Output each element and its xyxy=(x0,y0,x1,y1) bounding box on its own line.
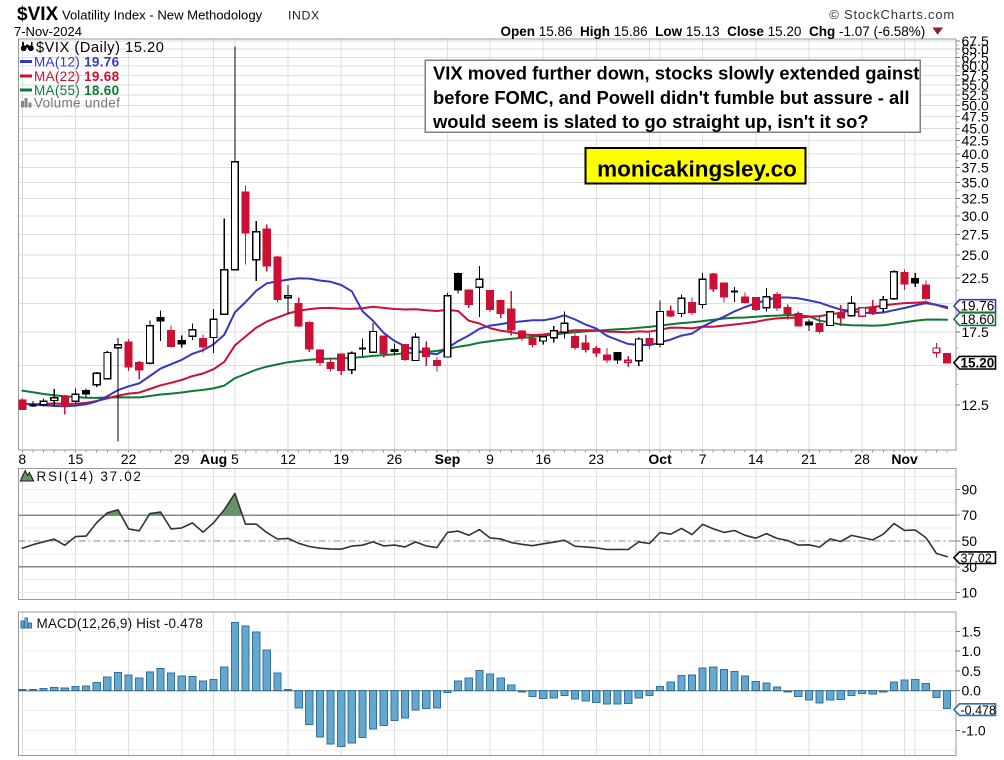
svg-text:45.0: 45.0 xyxy=(962,120,989,136)
svg-text:before FOMC, and Powell didn't: before FOMC, and Powell didn't fumble bu… xyxy=(433,87,909,108)
svg-text:32.5: 32.5 xyxy=(962,191,989,207)
svg-text:60.0: 60.0 xyxy=(962,58,989,74)
svg-text:Aug: Aug xyxy=(200,451,227,467)
svg-text:29: 29 xyxy=(174,451,190,467)
svg-text:INDX: INDX xyxy=(288,9,320,23)
svg-text:14: 14 xyxy=(748,451,764,467)
svg-text:28: 28 xyxy=(854,451,870,467)
svg-text:-0.478: -0.478 xyxy=(961,703,996,717)
svg-text:16: 16 xyxy=(535,451,551,467)
svg-text:© StockCharts.com: © StockCharts.com xyxy=(829,7,955,22)
svg-text:would seem is slated to go str: would seem is slated to go straight up, … xyxy=(432,111,869,132)
svg-text:10: 10 xyxy=(962,585,978,601)
svg-text:1.0: 1.0 xyxy=(962,643,982,659)
svg-text:MA(55) 18.60: MA(55) 18.60 xyxy=(34,83,119,98)
svg-text:37.02: 37.02 xyxy=(961,551,992,565)
svg-text:35.0: 35.0 xyxy=(962,175,989,191)
svg-text:5: 5 xyxy=(231,451,239,467)
svg-text:12.5: 12.5 xyxy=(962,397,989,413)
svg-text:MA(12) 19.76: MA(12) 19.76 xyxy=(34,55,120,70)
svg-text:Volume undef: Volume undef xyxy=(34,96,120,111)
svg-text:$VIX: $VIX xyxy=(17,4,59,25)
svg-text:7-Nov-2024: 7-Nov-2024 xyxy=(14,24,82,39)
svg-text:monicakingsley.co: monicakingsley.co xyxy=(597,157,797,182)
svg-text:Sep: Sep xyxy=(435,451,461,467)
svg-text:21: 21 xyxy=(801,451,817,467)
svg-text:22: 22 xyxy=(121,451,137,467)
svg-text:$VIX (Daily) 15.20: $VIX (Daily) 15.20 xyxy=(36,40,164,56)
svg-text:7: 7 xyxy=(699,451,707,467)
svg-text:57.5: 57.5 xyxy=(962,67,989,83)
svg-text:Nov: Nov xyxy=(891,451,918,467)
svg-text:50.0: 50.0 xyxy=(962,98,989,114)
svg-text:MACD(12,26,9) Hist -0.478: MACD(12,26,9) Hist -0.478 xyxy=(37,616,204,631)
svg-text:62.5: 62.5 xyxy=(962,49,989,65)
svg-text:19: 19 xyxy=(333,451,349,467)
svg-text:67.5: 67.5 xyxy=(962,33,989,49)
svg-text:19.76: 19.76 xyxy=(961,299,995,314)
svg-text:22.5: 22.5 xyxy=(962,270,989,286)
svg-text:23: 23 xyxy=(589,451,605,467)
svg-text:27.5: 27.5 xyxy=(962,227,989,243)
svg-text:RSI(14) 37.02: RSI(14) 37.02 xyxy=(37,469,143,484)
svg-text:70: 70 xyxy=(962,507,978,523)
svg-text:30.0: 30.0 xyxy=(962,208,989,224)
svg-text:15: 15 xyxy=(68,451,84,467)
svg-text:18.60: 18.60 xyxy=(961,312,995,327)
svg-text:55.0: 55.0 xyxy=(962,77,989,93)
svg-text:17.5: 17.5 xyxy=(962,324,989,340)
svg-text:0.5: 0.5 xyxy=(962,663,982,679)
svg-text:50: 50 xyxy=(962,533,978,549)
svg-text:MA(22) 19.68: MA(22) 19.68 xyxy=(34,69,120,84)
svg-text:90: 90 xyxy=(962,482,978,498)
svg-text:37.5: 37.5 xyxy=(962,160,989,176)
svg-text:1.5: 1.5 xyxy=(962,623,982,639)
svg-text:Volatility Index - New Methodo: Volatility Index - New Methodology xyxy=(62,8,263,23)
svg-text:15.20: 15.20 xyxy=(961,355,995,370)
svg-text:52.5: 52.5 xyxy=(962,87,989,103)
svg-text:Oct: Oct xyxy=(648,451,672,467)
svg-text:26: 26 xyxy=(387,451,403,467)
svg-text:47.5: 47.5 xyxy=(962,109,989,125)
svg-text:9: 9 xyxy=(486,451,494,467)
svg-text:8: 8 xyxy=(18,451,26,467)
svg-text:42.5: 42.5 xyxy=(962,133,989,149)
svg-text:0.0: 0.0 xyxy=(962,683,982,699)
svg-text:-1.0: -1.0 xyxy=(962,722,986,738)
svg-text:25.0: 25.0 xyxy=(962,247,989,263)
svg-text:65.0: 65.0 xyxy=(962,41,989,57)
svg-text:40.0: 40.0 xyxy=(962,146,989,162)
svg-text:Open 15.86 High 15.86 Low 15: Open 15.86 High 15.86 Low 15.13 Close 15… xyxy=(500,24,929,39)
svg-text:12: 12 xyxy=(280,451,296,467)
svg-text:VIX moved further down, stocks: VIX moved further down, stocks slowly ex… xyxy=(433,63,919,84)
